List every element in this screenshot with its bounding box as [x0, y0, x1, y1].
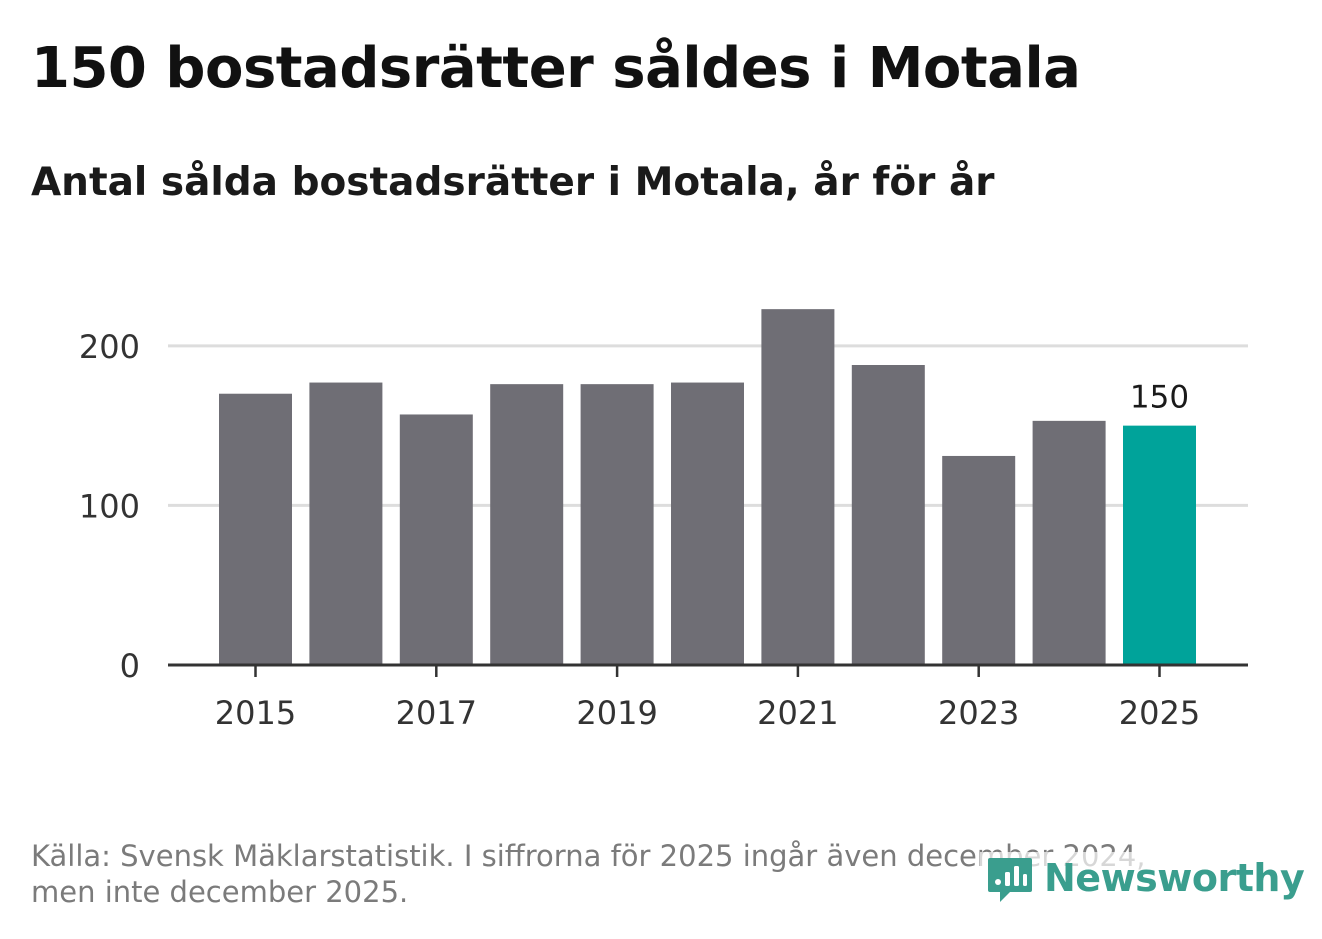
- axis-layer: [168, 663, 1248, 677]
- y-tick-label: 100: [79, 487, 140, 525]
- x-tick-label: 2019: [576, 694, 657, 732]
- brand-name: Newsworthy: [1044, 856, 1305, 900]
- bars-layer: [219, 309, 1196, 665]
- bar-2018: [490, 384, 564, 665]
- y-tick-label: 200: [79, 328, 140, 366]
- y-tick-label: 0: [120, 647, 140, 685]
- bar-2022: [851, 365, 925, 665]
- bar-2024: [1032, 420, 1106, 665]
- bar-2019: [580, 384, 654, 665]
- labels-layer: 0 100 200 150 2015 2017 2019 2021 2023 2025: [79, 328, 1200, 732]
- bar-2016: [309, 382, 383, 665]
- brand-logo: Newsworthy: [980, 852, 1309, 904]
- source-note-line-1: Källa: Svensk Mäklarstatistik. I siffror…: [31, 839, 1146, 873]
- bar-2020: [671, 382, 744, 665]
- bar-2023: [942, 455, 1016, 665]
- data-label: 150: [1130, 380, 1189, 416]
- source-note-line-2: men inte december 2025.: [31, 875, 409, 909]
- x-tick-label: 2023: [938, 694, 1019, 732]
- bar-2021: [761, 309, 835, 665]
- x-tick-label: 2015: [215, 694, 296, 732]
- x-tick-label: 2025: [1119, 694, 1200, 732]
- x-tick-label: 2021: [757, 694, 838, 732]
- bar-2025: [1123, 425, 1196, 665]
- source-note: Källa: Svensk Mäklarstatistik. I siffror…: [31, 838, 1146, 910]
- chart-bubble-icon: [988, 858, 1032, 902]
- chart-title: 150 bostadsrätter såldes i Motala: [31, 36, 1081, 101]
- bar-chart: 0 100 200 150 2015 2017 2019 2021 2023 2025: [79, 309, 1248, 732]
- x-tick-label: 2017: [396, 694, 477, 732]
- bar-2017: [399, 414, 473, 665]
- chart-subtitle: Antal sålda bostadsrätter i Motala, år f…: [31, 160, 995, 205]
- bar-2015: [219, 393, 292, 665]
